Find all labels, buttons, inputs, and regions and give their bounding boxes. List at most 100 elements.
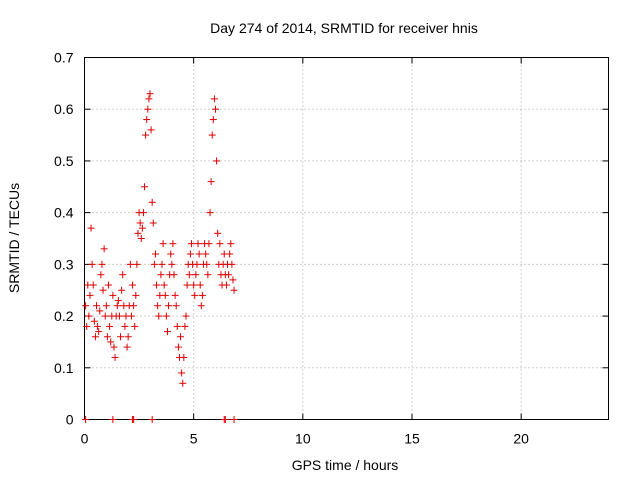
data-point	[209, 116, 217, 124]
data-point	[101, 312, 109, 320]
x-tick-label: 0	[81, 431, 89, 447]
data-point	[131, 322, 139, 330]
data-point	[182, 312, 190, 320]
data-point	[230, 416, 238, 423]
data-point	[100, 245, 108, 253]
x-tick-label: 10	[295, 431, 311, 447]
data-point	[132, 291, 140, 299]
data-point	[148, 416, 156, 423]
x-tick-label: 20	[513, 431, 529, 447]
data-point	[154, 302, 162, 310]
data-point	[87, 224, 95, 232]
y-tick-label: 0.2	[54, 308, 74, 324]
data-point	[171, 291, 179, 299]
data-point	[114, 297, 122, 305]
data-point	[137, 235, 145, 242]
data-point	[161, 291, 169, 299]
data-point	[113, 302, 121, 310]
data-point	[204, 271, 212, 279]
data-point	[228, 260, 236, 268]
data-point	[167, 250, 175, 258]
data-point	[130, 302, 138, 310]
data-point	[221, 416, 229, 423]
data-point	[109, 291, 117, 299]
data-point	[147, 126, 155, 134]
data-point	[192, 271, 200, 279]
data-point	[197, 302, 205, 310]
data-point	[173, 322, 181, 330]
data-point	[95, 328, 103, 336]
data-point	[97, 271, 105, 279]
data-point	[82, 416, 90, 423]
y-tick-label: 0.4	[54, 205, 74, 221]
data-point	[214, 229, 222, 237]
data-point	[177, 333, 185, 341]
data-point	[105, 281, 113, 289]
data-point	[155, 312, 163, 320]
data-point	[145, 95, 153, 103]
data-point	[130, 416, 138, 423]
data-point	[210, 95, 218, 103]
data-point	[181, 322, 189, 330]
data-point	[115, 312, 123, 320]
data-point	[111, 353, 119, 361]
data-point	[110, 343, 118, 351]
data-point	[206, 209, 214, 217]
data-point	[99, 286, 107, 294]
data-point	[198, 291, 206, 299]
data-point	[117, 333, 125, 341]
data-point	[94, 322, 102, 330]
data-point	[183, 281, 191, 289]
data-point	[119, 271, 127, 279]
data-point	[208, 131, 216, 139]
y-axis-label: SRMTID / TECUs	[6, 183, 22, 293]
data-point	[142, 131, 150, 139]
data-point	[216, 240, 224, 248]
data-point	[186, 250, 194, 258]
data-point	[90, 317, 98, 325]
data-point	[96, 307, 104, 315]
data-point	[213, 157, 221, 165]
data-point	[159, 240, 167, 248]
data-point	[129, 281, 137, 289]
data-point	[148, 198, 156, 206]
data-point	[86, 291, 94, 299]
data-point	[157, 271, 165, 279]
data-point	[222, 281, 230, 289]
data-point	[150, 260, 158, 268]
data-point	[203, 260, 211, 268]
axis-ticks	[84, 57, 609, 420]
x-axis-tick-labels: 0 5 10 15 20	[81, 431, 530, 447]
data-point	[174, 343, 182, 351]
chart-title: Day 274 of 2014, SRMTID for receiver hni…	[210, 20, 478, 36]
data-point	[103, 333, 111, 341]
data-point	[205, 240, 213, 248]
data-point	[151, 250, 159, 258]
data-point	[212, 105, 219, 113]
data-point	[107, 338, 115, 346]
data-point	[187, 240, 195, 248]
data-point	[226, 250, 234, 258]
data-point	[121, 322, 129, 330]
data-point	[179, 379, 187, 387]
data-point	[127, 312, 135, 320]
y-axis-tick-labels: 0 0.1 0.2 0.3 0.4 0.5 0.6 0.7	[54, 50, 74, 428]
data-point	[165, 302, 173, 310]
data-point	[83, 322, 91, 330]
data-point	[185, 271, 193, 279]
data-point	[93, 302, 101, 310]
data-point	[138, 224, 146, 232]
data-point	[144, 105, 152, 113]
data-point	[88, 260, 96, 268]
data-point	[190, 281, 198, 289]
data-point	[230, 286, 238, 294]
data-point	[134, 229, 142, 237]
y-tick-label: 0.7	[54, 50, 74, 66]
data-point	[229, 276, 237, 284]
data-point	[178, 369, 186, 377]
data-point	[194, 240, 202, 248]
data-point	[82, 302, 90, 310]
data-point	[146, 90, 154, 98]
x-axis-label: GPS time / hours	[292, 457, 399, 473]
